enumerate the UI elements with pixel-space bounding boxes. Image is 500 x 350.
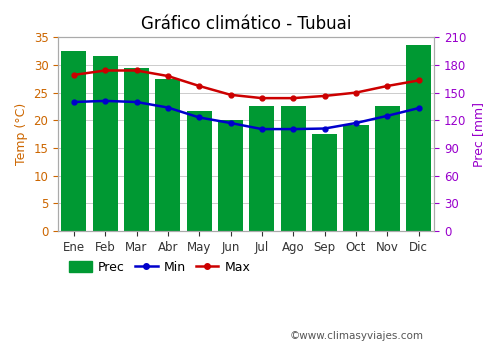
- Title: Gráfico climático - Tubuai: Gráfico climático - Tubuai: [141, 15, 352, 33]
- Y-axis label: Temp (°C): Temp (°C): [15, 103, 28, 165]
- Bar: [92, 56, 118, 231]
- Bar: [344, 125, 368, 231]
- Text: ©www.climasyviajes.com: ©www.climasyviajes.com: [290, 331, 424, 341]
- Bar: [156, 79, 180, 231]
- Bar: [250, 105, 274, 231]
- Bar: [280, 105, 306, 231]
- Bar: [218, 120, 243, 231]
- Bar: [62, 51, 86, 231]
- Bar: [375, 105, 400, 231]
- Bar: [406, 45, 431, 231]
- Y-axis label: Prec [mm]: Prec [mm]: [472, 102, 485, 167]
- Legend: Prec, Min, Max: Prec, Min, Max: [64, 256, 256, 279]
- Bar: [186, 111, 212, 231]
- Bar: [312, 134, 337, 231]
- Bar: [124, 68, 149, 231]
